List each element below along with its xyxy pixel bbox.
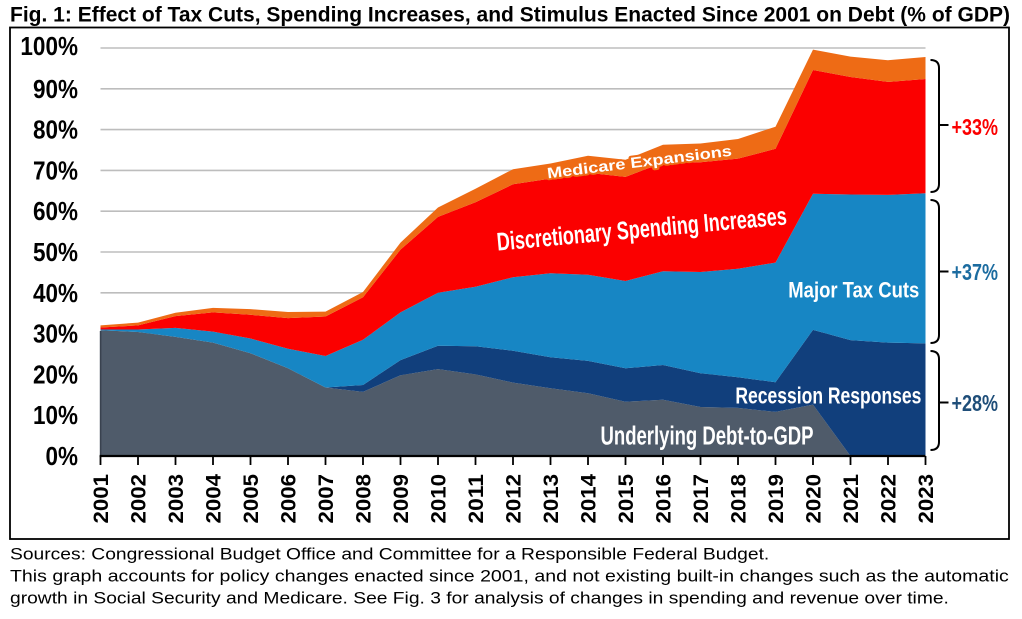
svg-text:80%: 80% — [33, 115, 78, 145]
svg-text:Sources: Congressional Budget: Sources: Congressional Budget Office and… — [10, 545, 769, 564]
svg-text:50%: 50% — [33, 237, 78, 267]
svg-text:10%: 10% — [33, 400, 78, 430]
svg-text:40%: 40% — [33, 278, 78, 308]
svg-text:2001: 2001 — [89, 474, 113, 524]
svg-text:0%: 0% — [46, 441, 79, 471]
svg-text:2003: 2003 — [164, 474, 188, 524]
svg-text:+33%: +33% — [952, 114, 999, 140]
svg-text:2007: 2007 — [314, 474, 338, 524]
svg-text:2022: 2022 — [876, 474, 900, 524]
svg-text:Fig. 1: Effect of Tax Cuts, Sp: Fig. 1: Effect of Tax Cuts, Spending Inc… — [10, 3, 1010, 27]
svg-text:2016: 2016 — [651, 474, 675, 524]
svg-text:2008: 2008 — [351, 474, 375, 524]
svg-text:2014: 2014 — [576, 474, 600, 524]
svg-text:+37%: +37% — [952, 259, 999, 285]
svg-text:Underlying Debt-to-GDP: Underlying Debt-to-GDP — [601, 422, 814, 450]
svg-text:2012: 2012 — [501, 474, 525, 524]
svg-text:2005: 2005 — [239, 474, 263, 524]
svg-text:2009: 2009 — [389, 474, 413, 524]
svg-text:100%: 100% — [20, 31, 78, 61]
svg-text:2018: 2018 — [726, 474, 750, 524]
svg-text:This graph accounts for policy: This graph accounts for policy changes e… — [10, 567, 1009, 586]
svg-text:growth in Social Security and: growth in Social Security and Medicare. … — [10, 589, 949, 608]
svg-text:70%: 70% — [33, 155, 78, 185]
svg-text:2002: 2002 — [126, 474, 150, 524]
svg-text:20%: 20% — [33, 359, 78, 389]
svg-text:2021: 2021 — [839, 474, 863, 524]
svg-text:Recession Responses: Recession Responses — [735, 383, 921, 409]
svg-text:2011: 2011 — [464, 474, 488, 524]
svg-text:2015: 2015 — [614, 474, 638, 524]
svg-text:2019: 2019 — [764, 474, 788, 524]
svg-text:Major Tax Cuts: Major Tax Cuts — [788, 277, 919, 302]
svg-text:2004: 2004 — [201, 474, 225, 524]
svg-text:2013: 2013 — [539, 474, 563, 524]
svg-text:2020: 2020 — [801, 474, 825, 524]
svg-text:2010: 2010 — [426, 474, 450, 524]
svg-text:+28%: +28% — [952, 390, 999, 416]
svg-text:2023: 2023 — [914, 474, 938, 524]
svg-text:30%: 30% — [33, 319, 78, 349]
svg-text:2006: 2006 — [276, 474, 300, 524]
svg-text:60%: 60% — [33, 196, 78, 226]
svg-text:2017: 2017 — [689, 474, 713, 524]
svg-text:90%: 90% — [33, 74, 78, 104]
